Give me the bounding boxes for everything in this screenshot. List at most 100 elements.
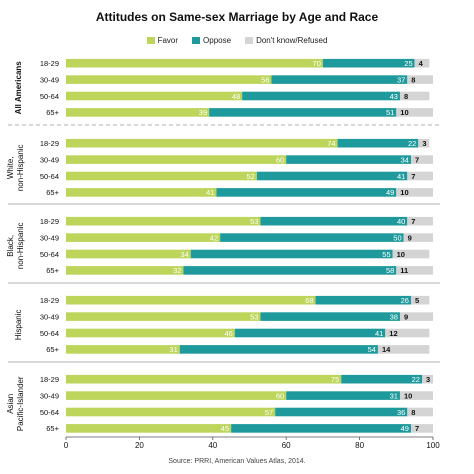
bar-favor (66, 328, 235, 338)
value-label-oppose: 50 (393, 233, 401, 242)
value-label-dk: 7 (411, 172, 415, 181)
value-label-dk: 14 (382, 345, 391, 354)
x-tick-label: 100 (426, 441, 440, 450)
bar-favor (66, 391, 287, 400)
row-label: 30-49 (40, 312, 59, 321)
group-label: Hispanic (14, 309, 23, 340)
value-label-dk: 12 (389, 329, 397, 338)
bar-dk (377, 345, 430, 354)
value-label-favor: 41 (206, 188, 214, 197)
value-label-oppose: 34 (401, 155, 409, 164)
bar-favor (66, 58, 323, 68)
row-label: 50-64 (40, 172, 59, 181)
value-label-favor: 74 (327, 139, 335, 148)
bar-dk (392, 249, 430, 259)
value-label-favor: 52 (246, 172, 254, 181)
value-label-oppose: 22 (408, 139, 416, 148)
bar-dk (399, 391, 433, 400)
bar-dk (407, 171, 433, 181)
value-label-favor: 57 (265, 408, 273, 417)
bar-dk (410, 424, 433, 433)
value-label-favor: 46 (224, 329, 232, 338)
row-label: 18-29 (40, 296, 59, 305)
bar-oppose (183, 266, 397, 275)
value-label-oppose: 49 (401, 424, 409, 433)
value-label-favor: 53 (250, 217, 258, 226)
value-label-oppose: 25 (404, 59, 412, 68)
group-label: AsianPacific-Islander (6, 376, 25, 431)
row-label: 65+ (46, 345, 59, 354)
row-label: 18-29 (40, 139, 59, 148)
row-label: 50-64 (40, 92, 59, 101)
bar-oppose (209, 108, 397, 117)
bar-oppose (286, 155, 411, 164)
row-label: 30-49 (40, 155, 59, 164)
group-label-line: Pacific-Islander (16, 376, 25, 431)
legend-label-dk: Don't know/Refused (256, 36, 328, 45)
value-label-favor: 70 (313, 59, 321, 68)
row-label: 65+ (46, 188, 59, 197)
value-label-oppose: 37 (397, 75, 405, 84)
row-label: 65+ (46, 108, 59, 117)
group-label: All Americans (14, 61, 23, 115)
x-tick-label: 80 (355, 441, 364, 450)
value-label-dk: 8 (411, 408, 415, 417)
legend-label-favor: Favor (157, 36, 179, 45)
value-label-favor: 31 (169, 345, 177, 354)
row-label: 65+ (46, 266, 59, 275)
value-label-dk: 9 (404, 312, 408, 321)
value-label-dk: 10 (397, 250, 405, 259)
value-label-oppose: 41 (375, 329, 383, 338)
value-label-oppose: 43 (390, 92, 398, 101)
x-tick-label: 0 (64, 441, 69, 450)
bar-favor (66, 424, 232, 433)
value-label-dk: 9 (408, 233, 412, 242)
chart-title: Attitudes on Same-sex Marriage by Age an… (95, 10, 379, 24)
value-label-favor: 53 (250, 312, 258, 321)
bar-dk (410, 295, 430, 305)
value-label-favor: 39 (199, 108, 207, 117)
value-label-dk: 7 (415, 155, 419, 164)
value-label-favor: 45 (221, 424, 229, 433)
bar-dk (410, 155, 433, 164)
legend-item-favor: Favor (146, 36, 179, 45)
legend: Favor Oppose Don't know/Refused (0, 36, 474, 45)
row-label: 18-29 (40, 375, 59, 384)
value-label-oppose: 49 (386, 188, 394, 197)
legend-swatch-dk (245, 37, 254, 44)
value-label-oppose: 22 (412, 375, 420, 384)
value-label-oppose: 31 (390, 391, 398, 400)
value-label-favor: 34 (180, 250, 188, 259)
bar-dk (396, 108, 433, 117)
bar-oppose (231, 424, 411, 433)
value-label-dk: 7 (411, 217, 415, 226)
row-label: 50-64 (40, 408, 59, 417)
bar-dk (385, 328, 430, 338)
bar-favor (66, 374, 342, 384)
row-label: 50-64 (40, 250, 59, 259)
bar-dk (396, 188, 433, 197)
bar-dk (407, 216, 433, 226)
legend-label-oppose: Oppose (203, 36, 232, 45)
bar-dk (399, 91, 430, 101)
bar-dk (396, 266, 433, 275)
value-label-dk: 10 (404, 391, 412, 400)
x-tick-label: 40 (208, 441, 217, 450)
value-label-favor: 48 (232, 92, 240, 101)
bar-dk (418, 138, 430, 148)
group-label-line: non-Hispanic (16, 222, 25, 269)
source-note: Source: PRRI, American Values Atlas, 201… (168, 458, 306, 465)
value-label-oppose: 58 (386, 266, 394, 275)
row-label: 18-29 (40, 217, 59, 226)
value-label-dk: 10 (400, 108, 408, 117)
group-label: White,non-Hispanic (6, 144, 25, 191)
group-label-line: non-Hispanic (16, 144, 25, 191)
value-label-favor: 60 (276, 391, 284, 400)
bar-oppose (216, 188, 397, 197)
value-label-dk: 11 (400, 266, 408, 275)
bar-dk (407, 407, 433, 417)
value-label-favor: 32 (173, 266, 181, 275)
bar-favor (66, 295, 316, 305)
bar-dk (399, 312, 433, 321)
